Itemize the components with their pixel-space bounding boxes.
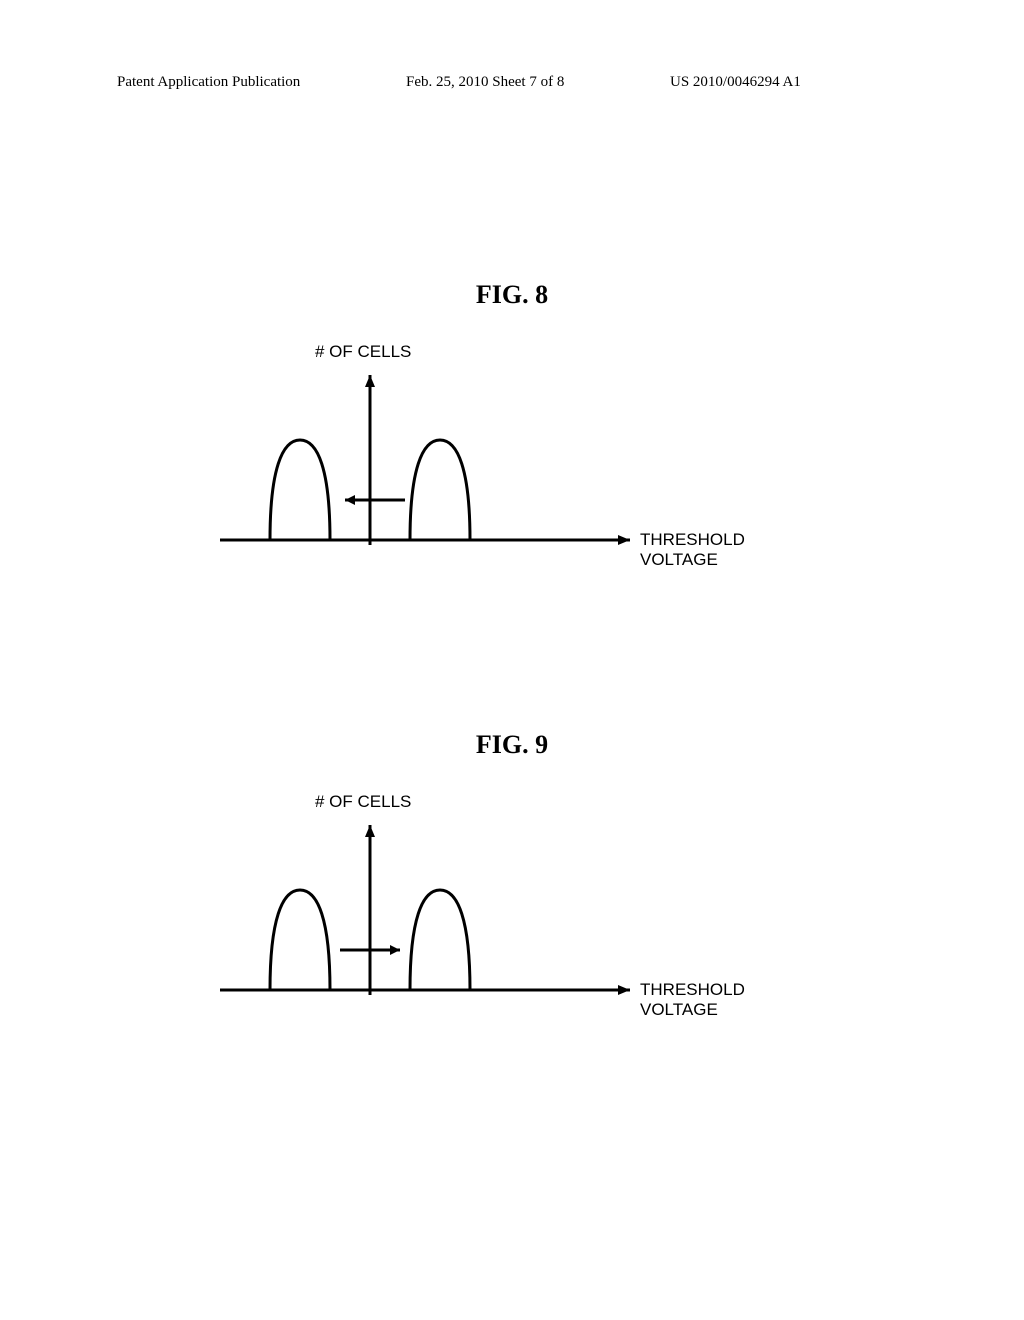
fig8-chart: # OF CELLS THRESHOLD VOLTAGE [200, 350, 660, 560]
fig9-svg [200, 800, 660, 1010]
header-right: US 2010/0046294 A1 [670, 74, 801, 91]
fig8-x-label: THRESHOLD VOLTAGE [640, 530, 745, 570]
fig9-chart: # OF CELLS THRESHOLD VOLTAGE [200, 800, 660, 1010]
fig9-x-label: THRESHOLD VOLTAGE [640, 980, 745, 1020]
fig9-y-label: # OF CELLS [315, 792, 411, 812]
header-center: Feb. 25, 2010 Sheet 7 of 8 [406, 74, 564, 91]
fig8-title: FIG. 8 [0, 280, 1024, 310]
header-left: Patent Application Publication [117, 74, 300, 91]
fig8-y-label: # OF CELLS [315, 342, 411, 362]
fig8-svg [200, 350, 660, 560]
fig9-title: FIG. 9 [0, 730, 1024, 760]
